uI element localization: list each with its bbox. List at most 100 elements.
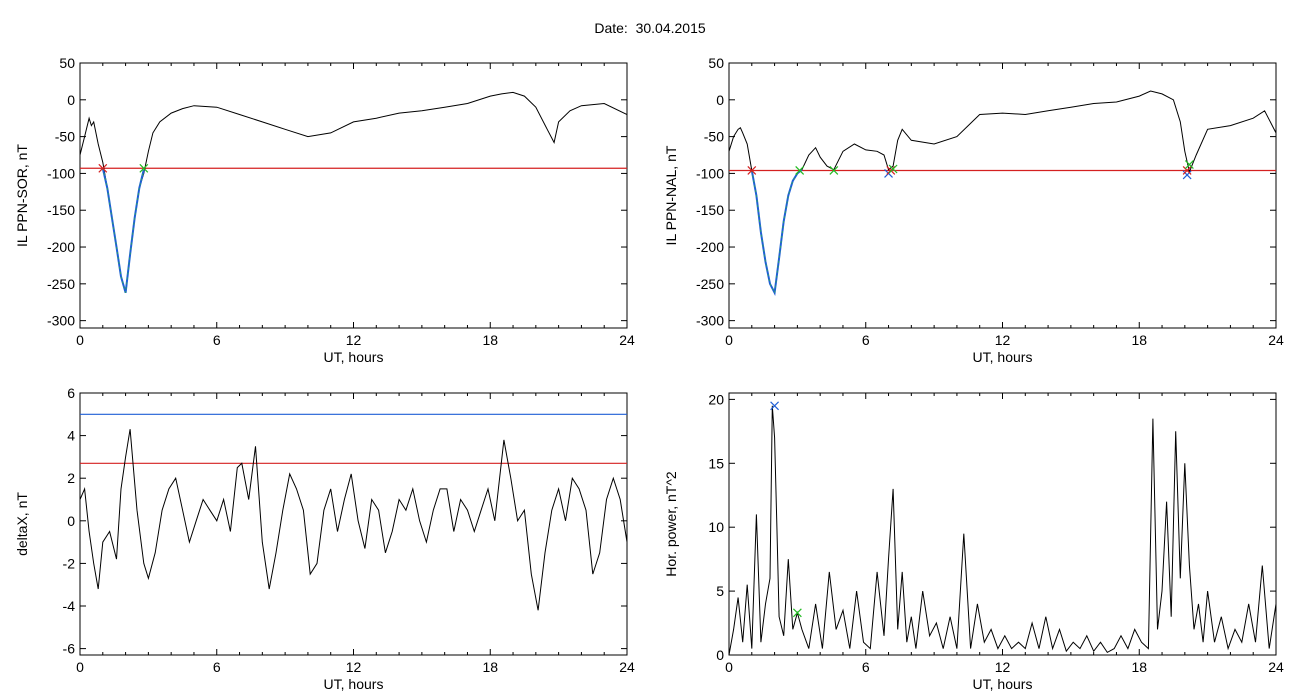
y-tick-label: -6 (63, 641, 76, 657)
marker-cross (792, 608, 802, 618)
marker-stroke (139, 163, 149, 173)
marker-cross (795, 166, 805, 175)
marker-stroke (1182, 170, 1192, 180)
y-tick-label: 0 (716, 647, 724, 663)
plot-area (729, 401, 1276, 655)
y-axis-label: deltaX, nT (14, 492, 30, 556)
marker-stroke (98, 163, 108, 173)
y-axis-label: IL PPN-NAL, nT (663, 145, 679, 245)
y-tick-label: 0 (716, 92, 724, 108)
marker-stroke (888, 164, 898, 174)
y-tick-label: 50 (708, 55, 724, 71)
chart-panel-4: 0 6 12 18 24 0 5 10 15 20 UT, hours Hor. power, nT^… (663, 391, 1284, 692)
y-axis-label: IL PPN-SOR, nT (14, 144, 30, 247)
marker-cross (1184, 160, 1194, 170)
x-tick-label: 18 (482, 659, 498, 675)
x-tick-label: 6 (213, 332, 221, 348)
marker-stroke (829, 166, 839, 175)
marker-cross (139, 163, 149, 173)
y-tick-label: -250 (47, 276, 75, 292)
highlight-dashed-line (751, 169, 803, 295)
y-tick-label: -300 (47, 313, 75, 329)
plot-frame (728, 62, 1277, 329)
plot-frame (728, 392, 1277, 656)
x-tick-label: 0 (725, 659, 733, 675)
marker-cross (98, 163, 108, 173)
x-tick-label: 12 (346, 659, 362, 675)
date-value: 30.04.2015 (635, 20, 706, 36)
plot-frame (79, 62, 628, 329)
highlight-line (750, 168, 803, 296)
y-tick-label: -150 (47, 202, 75, 218)
y-tick-label: 6 (67, 385, 75, 401)
x-tick-label: 6 (862, 659, 870, 675)
x-tick-label: 6 (862, 332, 870, 348)
x-tick-label: 18 (1131, 659, 1147, 675)
marker-stroke (792, 608, 802, 618)
y-tick-label: -200 (47, 239, 75, 255)
plot-area (80, 413, 627, 611)
y-tick-label: -300 (696, 313, 724, 329)
x-tick-label: 24 (619, 659, 635, 675)
y-tick-label: -2 (63, 555, 76, 571)
y-tick-label: 10 (708, 519, 724, 535)
series-line (80, 429, 627, 611)
plot-frame (79, 392, 628, 656)
x-tick-label: 24 (1268, 332, 1284, 348)
y-tick-label: -50 (704, 129, 724, 145)
y-axis-label: Hor. power, nT^2 (663, 471, 679, 577)
series-line (729, 405, 1276, 655)
x-tick-label: 24 (619, 332, 635, 348)
y-tick-label: 0 (67, 513, 75, 529)
y-tick-label: 4 (67, 428, 75, 444)
marker-stroke (747, 166, 757, 175)
y-tick-label: -100 (696, 165, 724, 181)
marker-cross (829, 166, 839, 175)
x-tick-label: 0 (725, 332, 733, 348)
figure-title: Date: 30.04.2015 (0, 20, 1300, 36)
x-tick-label: 0 (76, 659, 84, 675)
x-axis-label: UT, hours (973, 676, 1033, 692)
x-axis-label: UT, hours (324, 676, 384, 692)
y-tick-label: -150 (696, 202, 724, 218)
marker-stroke (1182, 166, 1192, 175)
x-tick-label: 12 (346, 332, 362, 348)
y-tick-label: -250 (696, 276, 724, 292)
y-tick-label: 0 (67, 92, 75, 108)
y-tick-label: -50 (55, 129, 75, 145)
x-tick-label: 18 (482, 332, 498, 348)
date-label: Date: (594, 20, 628, 36)
x-axis-label: UT, hours (324, 349, 384, 365)
chart-panel-1: 0 6 12 18 24 -300 -250 -200 -150 -100 -50 0 50 UT, ho… (14, 55, 635, 365)
marker-stroke (1184, 160, 1194, 170)
y-tick-label: -100 (47, 165, 75, 181)
marker-cross (1182, 166, 1192, 175)
series-line (729, 90, 1276, 295)
marker-cross (1182, 170, 1192, 180)
x-tick-label: 0 (76, 332, 84, 348)
x-tick-label: 12 (995, 332, 1011, 348)
plot-area (80, 91, 627, 293)
x-tick-label: 12 (995, 659, 1011, 675)
marker-cross (747, 166, 757, 175)
series-line (80, 91, 627, 293)
y-tick-label: 50 (59, 55, 75, 71)
chart-panel-2: 0 6 12 18 24 -300 -250 -200 -150 -100 -50 0 50 UT, ho… (663, 55, 1284, 365)
y-tick-label: -4 (63, 598, 76, 614)
marker-stroke (795, 166, 805, 175)
highlight-line (101, 168, 145, 293)
y-tick-label: 5 (716, 583, 724, 599)
y-tick-label: 15 (708, 455, 724, 471)
marker-cross (770, 401, 780, 411)
y-tick-label: 2 (67, 470, 75, 486)
y-tick-label: -200 (696, 239, 724, 255)
marker-cross (888, 164, 898, 174)
plot-area (729, 90, 1276, 296)
y-tick-label: 20 (708, 391, 724, 407)
x-axis-label: UT, hours (973, 349, 1033, 365)
x-tick-label: 6 (213, 659, 221, 675)
x-tick-label: 24 (1268, 659, 1284, 675)
marker-stroke (770, 401, 780, 411)
